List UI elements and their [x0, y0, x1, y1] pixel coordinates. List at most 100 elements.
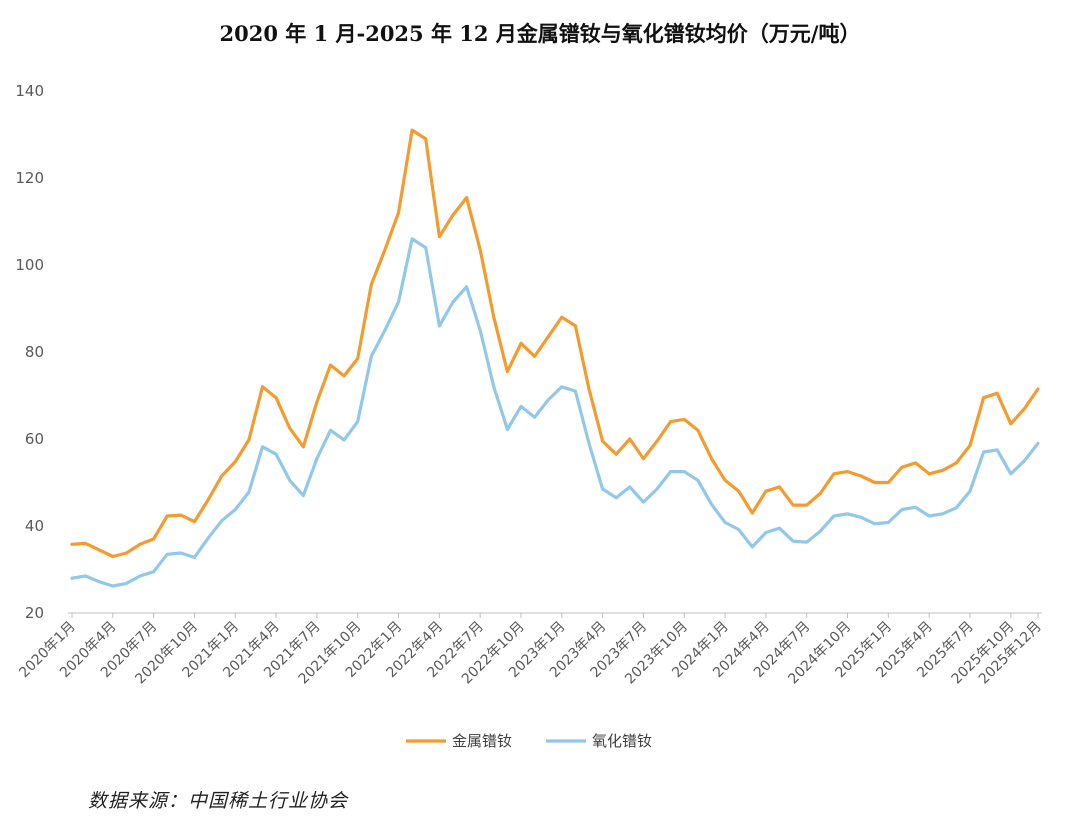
data-point: [791, 539, 795, 543]
data-point: [642, 500, 645, 504]
data-point: [519, 405, 523, 408]
data-point: [927, 514, 931, 518]
data-point: [274, 452, 278, 456]
y-tick-label: 120: [15, 169, 44, 187]
data-point: [696, 428, 700, 432]
data-point: [886, 481, 890, 484]
data-point: [356, 357, 360, 360]
data-point: [383, 248, 387, 252]
data-point: [315, 457, 319, 460]
data-point: [669, 420, 672, 423]
data-point: [914, 461, 917, 465]
data-point: [288, 478, 292, 482]
data-point: [492, 315, 496, 319]
data-point: [846, 470, 849, 473]
y-tick-label: 80: [25, 343, 44, 361]
data-point: [533, 355, 536, 358]
data-point: [233, 508, 237, 511]
data-point: [723, 521, 727, 524]
data-point: [1036, 387, 1040, 391]
data-point: [206, 536, 210, 540]
data-point: [369, 283, 373, 286]
data-point: [193, 555, 196, 559]
data-point: [859, 474, 863, 478]
data-point: [642, 457, 645, 460]
data-point: [410, 128, 414, 132]
data-point: [955, 461, 958, 465]
data-point: [900, 465, 904, 469]
data-point: [791, 503, 795, 507]
data-point: [614, 452, 618, 456]
data-point: [655, 487, 659, 491]
data-point: [696, 478, 700, 482]
data-point: [206, 498, 210, 502]
data-point: [655, 439, 659, 443]
data-point: [84, 542, 87, 545]
data-point: [832, 472, 836, 476]
data-point: [465, 285, 468, 289]
data-point: [438, 235, 441, 239]
data-point: [424, 137, 428, 141]
data-point: [261, 385, 264, 389]
data-point: [682, 470, 686, 473]
data-point: [220, 474, 224, 478]
chart-legend: 金属镨钕 氧化镨钕: [406, 732, 652, 750]
data-point: [832, 514, 836, 518]
data-point: [778, 526, 781, 530]
data-point: [1009, 422, 1013, 426]
data-point: [451, 213, 455, 217]
data-point: [995, 391, 999, 395]
data-point: [125, 582, 128, 585]
data-point: [587, 442, 591, 445]
y-tick-label: 60: [25, 430, 44, 448]
data-point: [369, 355, 373, 358]
data-point: [315, 400, 319, 404]
y-tick-label: 140: [15, 82, 44, 100]
data-point: [669, 470, 672, 473]
data-point: [138, 542, 142, 546]
data-point: [737, 528, 741, 531]
data-point: [601, 439, 604, 443]
data-point: [900, 508, 904, 511]
data-point: [764, 531, 768, 534]
data-point: [886, 521, 890, 524]
data-point: [995, 448, 999, 452]
data-point: [247, 438, 251, 442]
data-point: [111, 555, 115, 558]
data-point: [274, 396, 278, 400]
data-point: [750, 545, 754, 549]
data-point: [968, 444, 972, 447]
data-point: [410, 237, 414, 241]
data-point: [560, 385, 564, 389]
data-point: [397, 211, 400, 215]
data-point: [873, 481, 877, 484]
data-point: [438, 324, 441, 328]
data-point: [247, 490, 251, 494]
data-point: [546, 398, 550, 402]
chart-title: 2020 年 1 月-2025 年 12 月金属镨钕与氧化镨钕均价（万元/吨）: [219, 21, 861, 46]
data-point: [805, 503, 809, 507]
data-point: [138, 574, 142, 578]
data-point: [97, 580, 101, 584]
data-point: [261, 445, 264, 449]
data-point: [859, 515, 863, 519]
series-points-0: [70, 128, 1040, 558]
data-point: [152, 537, 156, 541]
series-points-1: [70, 237, 1040, 588]
data-point: [220, 519, 224, 523]
data-point: [356, 420, 360, 423]
data-point: [70, 576, 74, 580]
data-point: [342, 438, 346, 442]
data-point: [519, 341, 523, 345]
data-point: [465, 196, 468, 200]
data-point: [750, 511, 754, 515]
data-point: [165, 514, 169, 518]
data-point: [342, 374, 346, 378]
data-point: [329, 363, 332, 367]
data-point: [737, 489, 741, 493]
data-point: [574, 389, 577, 393]
source-note: 数据来源：中国稀土行业协会: [88, 790, 349, 812]
data-point: [710, 502, 713, 506]
data-point: [301, 494, 305, 497]
data-point: [288, 426, 292, 430]
